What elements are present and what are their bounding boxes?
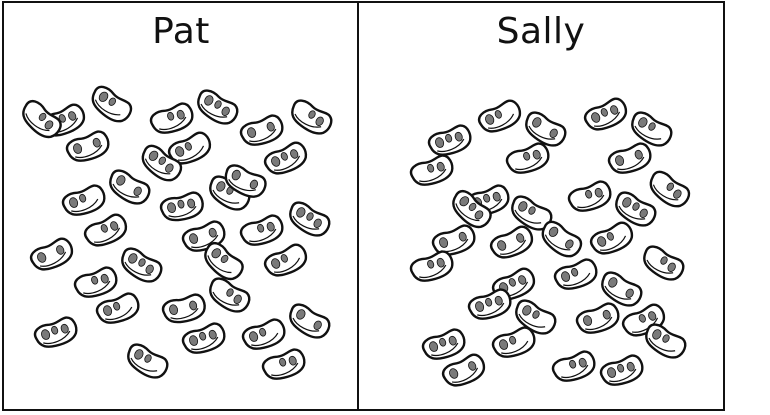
pat-bean xyxy=(33,316,78,348)
sally-bean xyxy=(583,97,628,131)
pat-bean xyxy=(149,102,194,134)
pat-bean xyxy=(209,277,251,313)
pat-bean xyxy=(263,243,308,277)
pat-bean xyxy=(141,144,183,182)
pat-bean xyxy=(91,85,133,123)
pat-bean xyxy=(159,191,204,222)
pat-bean xyxy=(29,237,74,271)
pat-bean xyxy=(181,322,226,354)
sally-bean xyxy=(589,221,634,255)
sally-bean xyxy=(575,302,620,334)
pat-bean xyxy=(204,241,244,281)
sally-bean xyxy=(511,195,553,231)
pat-bean xyxy=(239,214,284,246)
sally-bean xyxy=(599,354,644,386)
pat-bean xyxy=(291,99,333,135)
pat-bean xyxy=(241,318,286,350)
pat-bean xyxy=(161,293,206,324)
sally-bean xyxy=(441,353,486,387)
sally-bean xyxy=(645,323,687,359)
sally-bean xyxy=(601,271,643,307)
sally-bean xyxy=(515,299,557,335)
sally-bean xyxy=(615,191,657,227)
pat-title: Pat xyxy=(152,11,210,52)
pat-bean xyxy=(127,343,169,379)
pat-bean xyxy=(22,99,62,139)
sally-bean xyxy=(467,288,512,320)
sally-title: Sally xyxy=(496,11,586,52)
pat-bean xyxy=(61,184,106,216)
pat-bean xyxy=(263,141,308,175)
sally-bean xyxy=(643,245,685,281)
sally-bean xyxy=(553,258,598,290)
sally-bean xyxy=(541,220,583,258)
pat-bean xyxy=(121,247,163,283)
sally-bean-group xyxy=(409,97,691,387)
sally-bean xyxy=(427,124,472,156)
sally-bean xyxy=(551,350,596,382)
pat-bean xyxy=(224,164,267,198)
pat-bean-group xyxy=(22,85,333,380)
sally-bean xyxy=(431,224,476,256)
pat-bean xyxy=(289,201,331,237)
sally-bean xyxy=(505,142,550,174)
sally-bean xyxy=(567,180,612,212)
sally-bean xyxy=(452,189,492,229)
pat-bean xyxy=(95,292,140,324)
sally-bean xyxy=(607,142,652,174)
pat-bean xyxy=(261,348,306,380)
pat-bean xyxy=(197,89,239,125)
sally-bean xyxy=(421,328,466,360)
sally-bean xyxy=(649,170,691,208)
pat-bean xyxy=(109,169,151,205)
pat-bean xyxy=(239,114,284,146)
sally-bean xyxy=(491,326,536,358)
sally-bean xyxy=(477,99,522,133)
sally-bean xyxy=(489,225,534,259)
pat-bean xyxy=(289,303,331,339)
sally-bean xyxy=(525,111,567,147)
pat-bean xyxy=(65,130,110,162)
sally-bean xyxy=(631,111,673,147)
pat-bean xyxy=(167,131,212,165)
sally-bean xyxy=(409,250,454,282)
pat-bean xyxy=(73,266,118,298)
pat-bean xyxy=(83,213,128,247)
sally-bean xyxy=(409,154,454,186)
